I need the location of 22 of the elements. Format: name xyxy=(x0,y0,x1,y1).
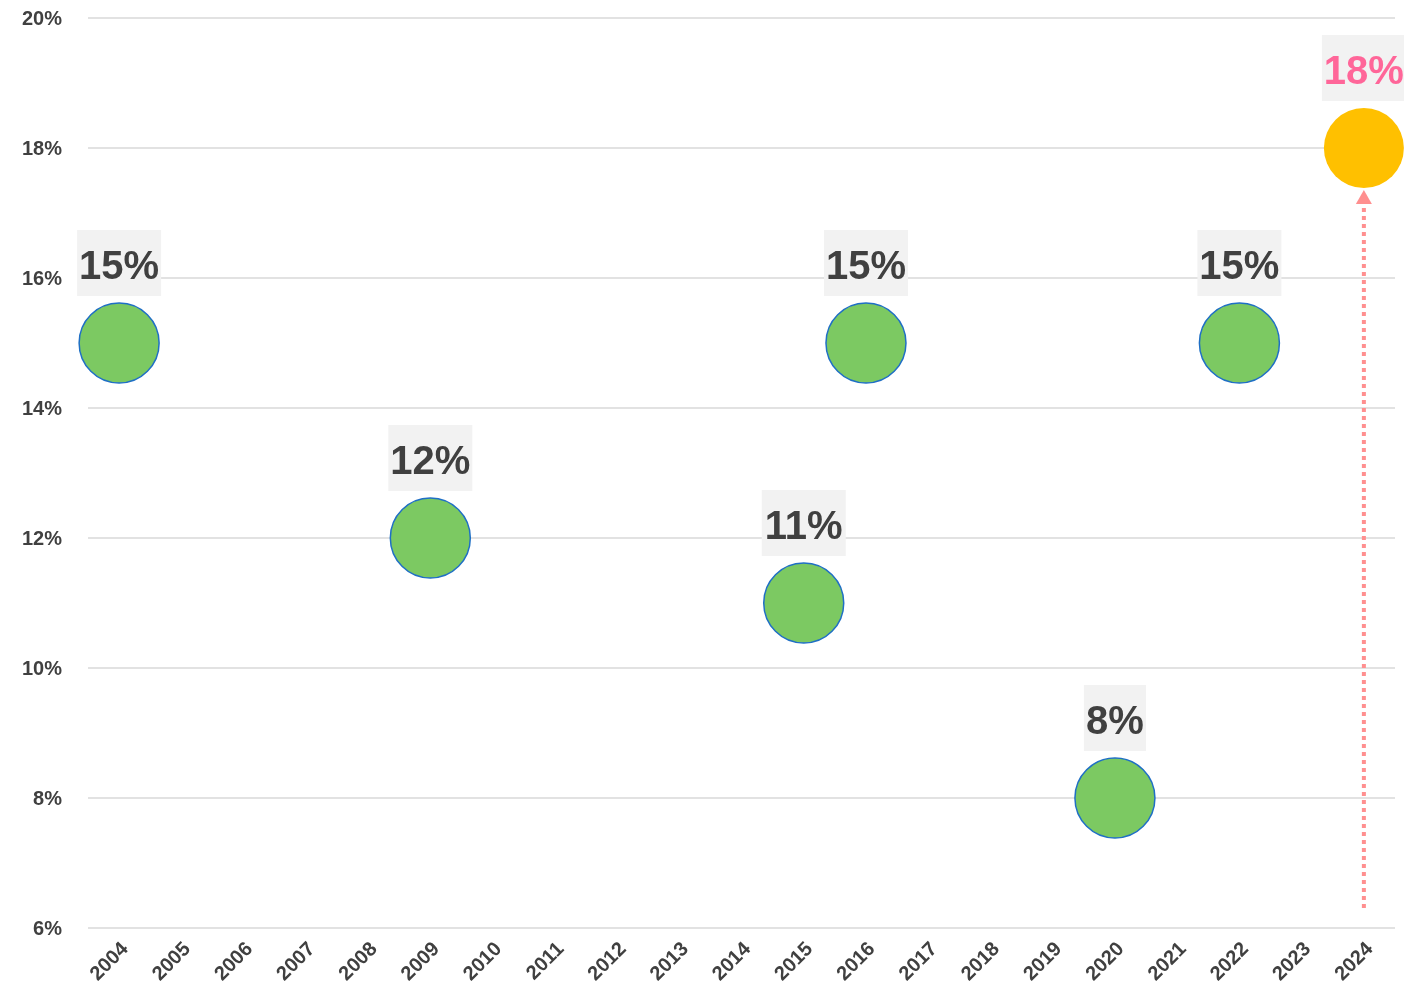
point xyxy=(1074,757,1156,839)
data-label: 15% xyxy=(1199,243,1280,287)
point xyxy=(762,562,845,644)
data-label: 15% xyxy=(79,243,160,287)
data-label: 11% xyxy=(764,503,843,547)
y-tick-label: 6% xyxy=(33,917,63,939)
point xyxy=(389,497,472,579)
y-tick-label: 20% xyxy=(21,7,63,29)
data-label: 15% xyxy=(825,243,907,287)
data-label: 8% xyxy=(1086,698,1144,742)
y-tick-label: 10% xyxy=(21,657,63,679)
data-label: 18% xyxy=(1323,48,1404,92)
point xyxy=(1323,108,1404,188)
point xyxy=(825,302,907,384)
y-tick-label: 18% xyxy=(21,137,63,159)
data-label: 12% xyxy=(390,438,471,482)
y-tick-label: 14% xyxy=(21,397,63,419)
y-tick-label: 16% xyxy=(21,267,63,289)
y-tick-label: 12% xyxy=(21,527,63,549)
point xyxy=(1198,302,1281,384)
point xyxy=(78,302,160,384)
y-tick-label: 8% xyxy=(33,787,63,809)
